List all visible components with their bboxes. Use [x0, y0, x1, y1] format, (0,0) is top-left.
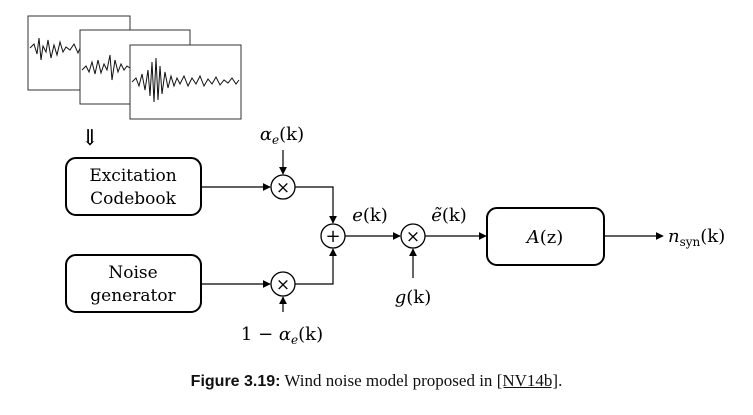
multiplier-gain: ×: [400, 223, 426, 249]
filter-label: A(z): [525, 227, 564, 248]
connections: [201, 150, 664, 312]
multiply-symbol-top: ×: [276, 178, 290, 198]
g-label: g(k): [395, 287, 431, 308]
waveform-panel-3: [129, 44, 242, 120]
e-tilde-label: ẽ(k): [431, 205, 467, 226]
multiplier-top: ×: [270, 174, 296, 200]
excitation-codebook-block: Excitation Codebook: [65, 157, 202, 216]
waveform-trace-2: [81, 54, 131, 81]
noise-generator-block: Noise generator: [65, 254, 202, 313]
figure-caption-text: Wind noise model proposed in: [280, 371, 497, 390]
noise-generator-label-line1: Noise: [108, 263, 157, 283]
multiplier-bottom: ×: [270, 271, 296, 297]
filter-block: A(z): [486, 207, 605, 266]
multiply-symbol-bottom: ×: [276, 275, 290, 295]
figure-caption-label: Figure 3.19:: [190, 373, 281, 390]
citation-link[interactable]: [NV14b]: [496, 371, 559, 390]
multiply-symbol-gain: ×: [406, 227, 420, 247]
waveform-trace-1: [29, 37, 81, 61]
double-down-arrow-icon: ⇓: [81, 126, 99, 151]
alpha-bottom-label: 1 − αe(k): [241, 324, 323, 347]
e-label: e(k): [352, 205, 388, 226]
figure-caption-end: .: [558, 371, 563, 390]
arrow-multiplier-top-to-adder: [295, 186, 337, 224]
alpha-top-label: αe(k): [260, 124, 304, 147]
excitation-codebook-label-line1: Excitation: [89, 166, 176, 186]
noise-generator-label-line2: generator: [90, 286, 176, 306]
add-symbol: +: [325, 226, 340, 247]
adder: +: [320, 223, 346, 249]
waveform-trace-3: [131, 57, 240, 103]
arrow-multiplier-bottom-to-adder: [295, 248, 337, 285]
excitation-codebook-label-line2: Codebook: [90, 189, 177, 209]
figure-caption: Figure 3.19: Wind noise model proposed i…: [0, 371, 753, 391]
n-syn-label: nsyn(k): [668, 226, 725, 249]
